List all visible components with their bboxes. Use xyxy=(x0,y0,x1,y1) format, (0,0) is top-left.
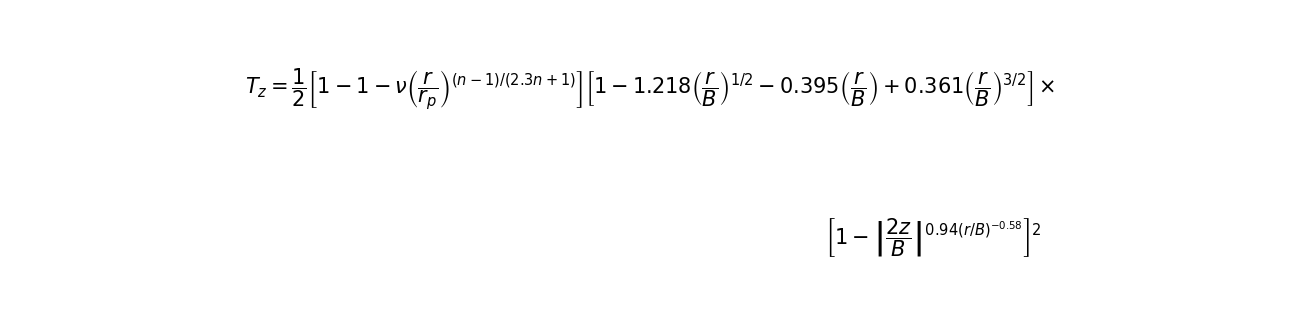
Text: $\left[1 - \left|\dfrac{2z}{B}\right|^{0.94(r/B)^{-0.58}}\right]^{2}$: $\left[1 - \left|\dfrac{2z}{B}\right|^{0… xyxy=(824,216,1041,259)
Text: $T_z = \dfrac{1}{2}\left[1 - 1 - \nu\left(\dfrac{r}{r_p}\right)^{(n-1)/(2.3n+1)}: $T_z = \dfrac{1}{2}\left[1 - 1 - \nu\lef… xyxy=(244,67,1056,112)
